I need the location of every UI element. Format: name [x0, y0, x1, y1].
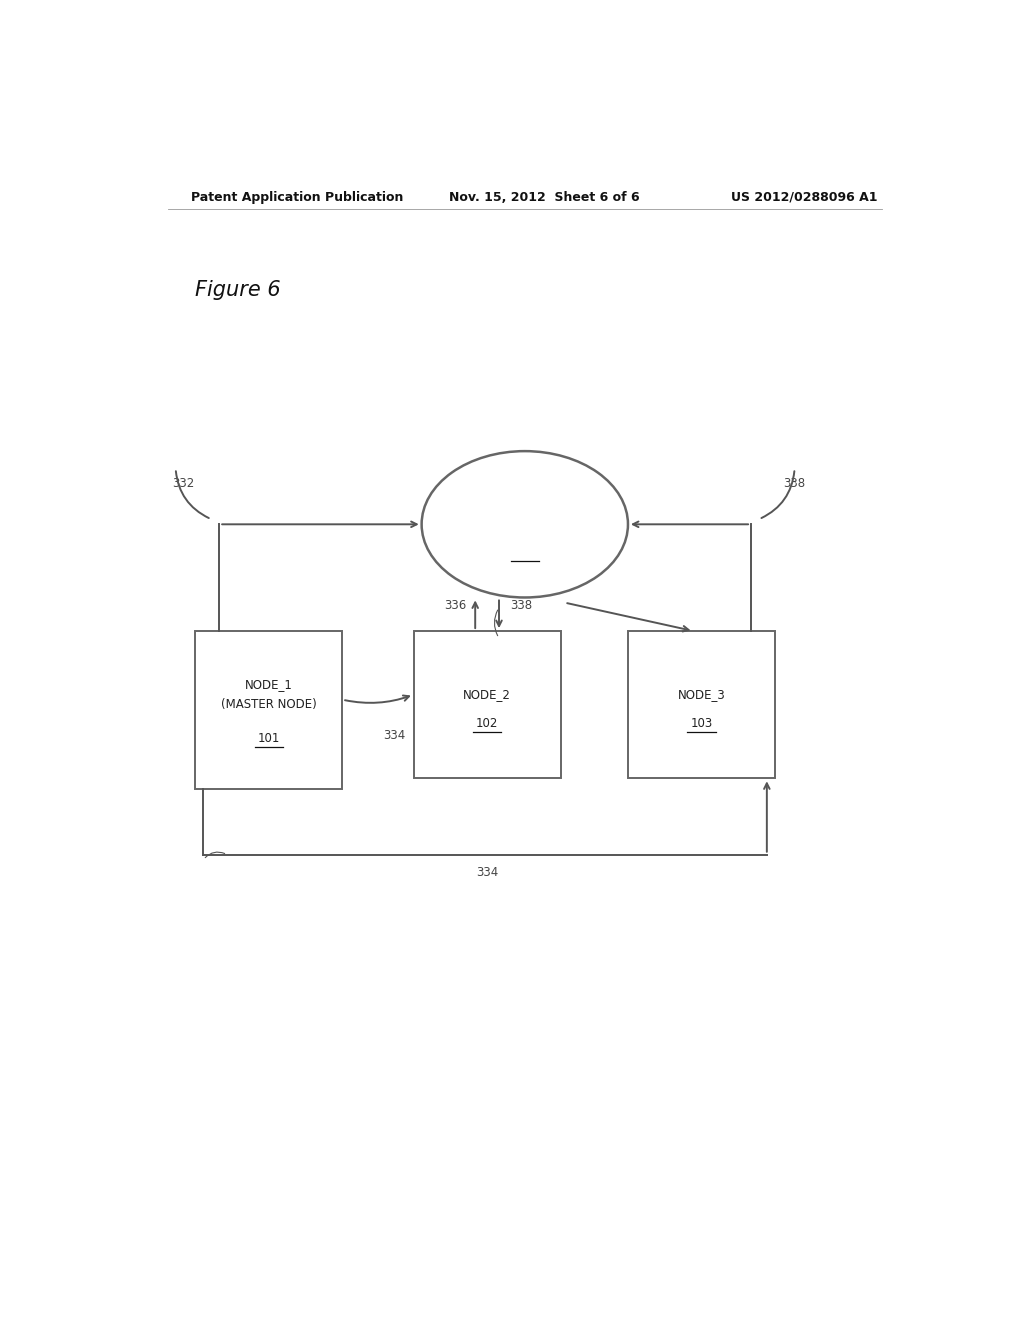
Text: 338: 338	[783, 477, 806, 490]
Text: NODE_3: NODE_3	[678, 688, 725, 701]
Text: 334: 334	[383, 729, 404, 742]
Bar	[196, 631, 342, 788]
Text: US 2012/0288096 A1: US 2012/0288096 A1	[731, 191, 878, 203]
Bar	[628, 631, 775, 779]
Ellipse shape	[422, 451, 628, 598]
Text: Nov. 15, 2012  Sheet 6 of 6: Nov. 15, 2012 Sheet 6 of 6	[450, 191, 640, 203]
FancyArrowPatch shape	[567, 603, 688, 631]
Text: 336: 336	[444, 599, 467, 612]
Text: Patent Application Publication: Patent Application Publication	[191, 191, 403, 203]
Bar	[414, 631, 560, 779]
Text: 102: 102	[476, 717, 499, 730]
Text: (CLUSTER REPOSITORY): (CLUSTER REPOSITORY)	[456, 520, 594, 533]
Text: NODE_1: NODE_1	[245, 678, 293, 690]
Text: NODE_4: NODE_4	[501, 499, 549, 512]
Text: (MASTER NODE): (MASTER NODE)	[221, 698, 316, 711]
Text: 332: 332	[172, 477, 195, 490]
FancyArrowPatch shape	[222, 521, 417, 527]
Text: Figure 6: Figure 6	[196, 280, 281, 301]
FancyArrowPatch shape	[345, 696, 409, 702]
Text: 103: 103	[690, 717, 713, 730]
FancyArrowPatch shape	[472, 602, 478, 628]
Text: 334: 334	[476, 866, 499, 879]
FancyArrowPatch shape	[764, 783, 770, 851]
FancyArrowPatch shape	[497, 601, 502, 626]
Text: 336: 336	[561, 565, 584, 578]
Text: 338: 338	[510, 599, 532, 612]
Text: 104: 104	[514, 546, 536, 560]
FancyArrowPatch shape	[633, 521, 749, 527]
Text: NODE_2: NODE_2	[463, 688, 511, 701]
Text: 101: 101	[258, 731, 280, 744]
